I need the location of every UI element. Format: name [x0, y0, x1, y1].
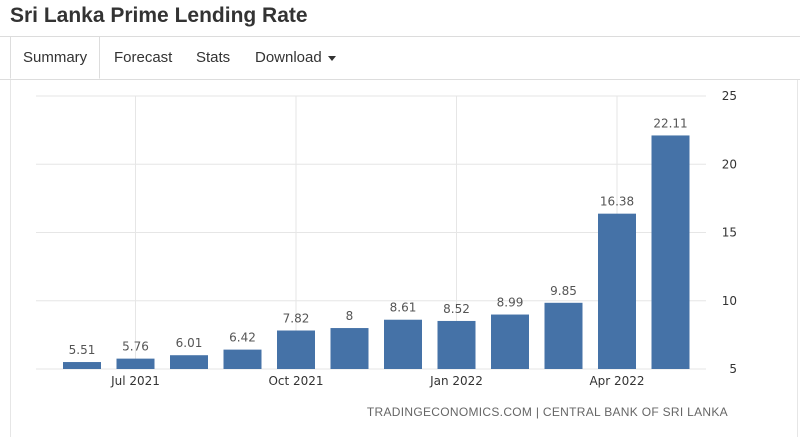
data-label: 8.52 [443, 302, 470, 316]
panel-left-border [10, 80, 11, 437]
bar [170, 355, 208, 369]
y-tick-label: 5 [729, 362, 737, 376]
panel-right-border [797, 80, 798, 437]
x-tick-label: Jul 2021 [110, 374, 160, 388]
bar [651, 135, 690, 369]
bar [598, 213, 636, 369]
title-bar: Sri Lanka Prime Lending Rate [0, 0, 800, 36]
data-label: 16.38 [600, 195, 634, 209]
bars [63, 135, 690, 369]
bar [384, 319, 422, 369]
x-tick-label: Apr 2022 [589, 374, 644, 388]
bar [116, 358, 155, 369]
tab-bar: Summary Forecast Stats Download [10, 37, 800, 79]
data-label: 5.76 [122, 340, 149, 354]
tab-forecast[interactable]: Forecast [114, 37, 172, 79]
bar [277, 330, 315, 369]
data-label: 7.82 [283, 312, 310, 326]
data-label: 8.61 [390, 301, 417, 315]
y-tick-label: 20 [722, 157, 737, 171]
tabs-divider [0, 79, 800, 80]
page-title: Sri Lanka Prime Lending Rate [10, 4, 308, 27]
data-label: 6.01 [176, 336, 203, 350]
bar [544, 302, 583, 369]
data-label: 8.99 [497, 296, 524, 310]
tab-download[interactable]: Download [255, 37, 336, 79]
title-divider [0, 36, 800, 37]
data-label: 5.51 [69, 343, 96, 357]
data-label: 22.11 [653, 116, 687, 130]
tab-summary[interactable]: Summary [10, 37, 101, 79]
bar [491, 314, 529, 369]
chevron-down-icon [327, 55, 336, 61]
x-axis-ticks: Jul 2021 Oct 2021 Jan 2022 Apr 2022 [110, 374, 644, 388]
y-tick-label: 15 [722, 226, 737, 240]
data-label: 9.85 [550, 284, 577, 298]
data-labels: 5.51 5.76 6.01 6.42 7.82 8 8.61 8.52 8.99 9.85 16.… [69, 116, 688, 357]
bar [63, 362, 101, 369]
gridlines [36, 95, 706, 370]
y-tick-label: 10 [722, 294, 737, 308]
x-tick-label: Jan 2022 [429, 374, 483, 388]
y-tick-label: 25 [722, 89, 737, 103]
tab-stats[interactable]: Stats [196, 37, 230, 79]
data-label: 6.42 [229, 331, 256, 345]
bar [330, 328, 369, 369]
tab-download-label: Download [255, 49, 322, 66]
y-axis-ticks: 5 10 15 20 25 [722, 89, 737, 376]
tab-forecast-label: Forecast [114, 49, 173, 66]
x-tick-label: Oct 2021 [268, 374, 323, 388]
tab-stats-label: Stats [196, 49, 231, 66]
bar [437, 320, 476, 369]
tab-summary-label: Summary [23, 49, 88, 66]
bar [223, 349, 262, 369]
source-credit: TRADINGECONOMICS.COM | CENTRAL BANK OF S… [366, 405, 728, 419]
data-label: 8 [346, 309, 354, 323]
